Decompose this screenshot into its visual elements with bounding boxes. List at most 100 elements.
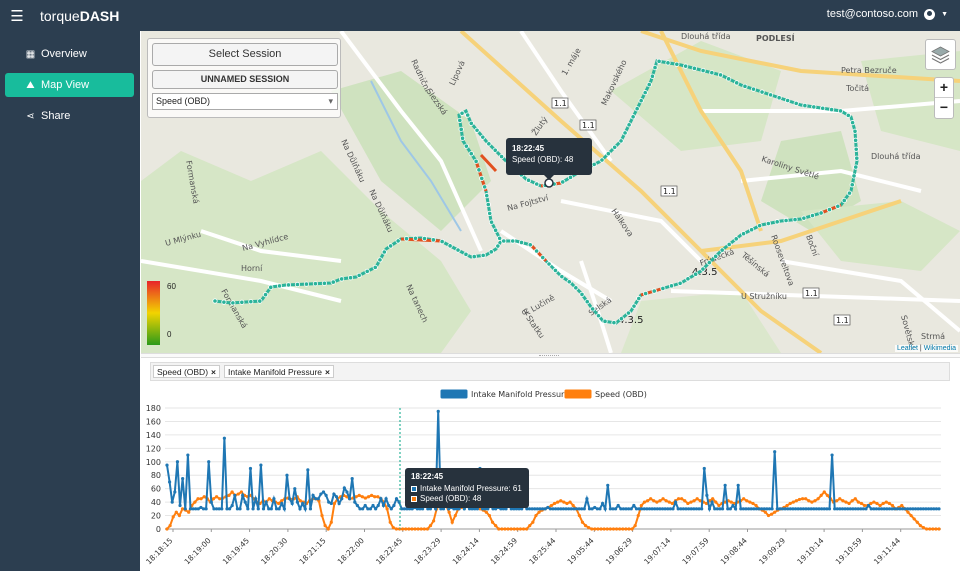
route-point[interactable] (412, 235, 419, 241)
route-point[interactable] (501, 238, 507, 244)
route-point[interactable] (668, 283, 675, 289)
route-point[interactable] (792, 216, 798, 223)
zoom-in-button[interactable]: + (935, 78, 953, 98)
route-point[interactable] (685, 276, 691, 282)
route-point[interactable] (612, 144, 618, 150)
route-point[interactable] (439, 239, 445, 245)
route-point[interactable] (488, 249, 494, 255)
route-point[interactable] (485, 201, 491, 208)
route-point[interactable] (459, 135, 466, 141)
route-point[interactable] (248, 299, 254, 305)
route-point[interactable] (599, 157, 605, 163)
route-point[interactable] (851, 173, 857, 179)
route-point[interactable] (591, 161, 597, 168)
route-point[interactable] (493, 227, 499, 233)
metric-select[interactable]: Speed (OBD) (152, 93, 338, 110)
route-point[interactable] (221, 299, 227, 305)
route-point[interactable] (510, 238, 516, 244)
legend-label[interactable]: Speed (OBD) (595, 390, 647, 399)
route-point[interactable] (339, 276, 345, 282)
route-point[interactable] (841, 197, 847, 204)
route-point[interactable] (560, 179, 566, 185)
route-point[interactable] (595, 313, 602, 319)
time-series-chart[interactable]: 0 20 40 60 80 100 120 140 160 180 18:18:15 18:19:00… (141, 384, 960, 571)
sidebar-item-share[interactable]: ⋖ Share (5, 104, 134, 128)
route-point[interactable] (706, 260, 712, 266)
route-point[interactable] (364, 268, 370, 274)
user-menu[interactable]: test@contoso.com ▼ (827, 8, 948, 20)
route-point[interactable] (212, 298, 218, 304)
route-point[interactable] (527, 242, 533, 248)
route-point[interactable] (742, 83, 748, 89)
route-point[interactable] (330, 279, 336, 285)
route-point[interactable] (488, 219, 495, 225)
route-point[interactable] (525, 177, 532, 183)
route-point[interactable] (268, 284, 274, 290)
route-point[interactable] (630, 114, 636, 120)
route-point[interactable] (474, 127, 480, 133)
route-point[interactable] (665, 60, 671, 66)
route-point[interactable] (846, 190, 853, 196)
route-point[interactable] (546, 261, 552, 267)
route-point[interactable] (852, 128, 858, 134)
route-point[interactable] (257, 298, 263, 304)
route-point[interactable] (534, 248, 540, 254)
route-point[interactable] (835, 203, 841, 209)
route-point[interactable] (497, 235, 503, 241)
route-point[interactable] (498, 153, 505, 160)
route-point[interactable] (377, 257, 383, 263)
route-point[interactable] (811, 104, 817, 110)
route-point[interactable] (495, 243, 501, 249)
route-point[interactable] (276, 283, 283, 289)
route-point[interactable] (388, 243, 394, 249)
hamburger-menu-icon[interactable]: ☰ (10, 7, 24, 25)
route-point[interactable] (854, 155, 860, 161)
route-point[interactable] (381, 249, 387, 255)
route-point[interactable] (611, 320, 617, 326)
route-point[interactable] (636, 295, 642, 302)
route-point[interactable] (713, 253, 719, 259)
brand-logo[interactable]: torqueDASH (40, 7, 120, 24)
route-point[interactable] (740, 231, 747, 237)
legend-swatch[interactable] (564, 389, 592, 399)
route-point[interactable] (403, 236, 410, 242)
route-point[interactable] (767, 92, 774, 98)
route-point[interactable] (802, 102, 808, 109)
route-point[interactable] (356, 272, 362, 279)
route-point[interactable] (757, 223, 763, 229)
route-point[interactable] (646, 81, 652, 88)
route-point[interactable] (347, 275, 354, 281)
route-point[interactable] (479, 175, 485, 181)
route-point[interactable] (643, 291, 649, 297)
route-point[interactable] (492, 147, 498, 153)
route-point[interactable] (463, 251, 469, 257)
legend-label[interactable]: Intake Manifold Pressure (471, 390, 569, 399)
route-point[interactable] (726, 241, 732, 248)
route-point[interactable] (649, 73, 656, 79)
route-point[interactable] (480, 252, 486, 258)
route-point[interactable] (651, 288, 657, 294)
route-point[interactable] (656, 58, 662, 64)
route-point[interactable] (372, 264, 378, 270)
route-point[interactable] (809, 212, 816, 219)
route-point[interactable] (294, 281, 301, 288)
route-point[interactable] (447, 243, 453, 249)
route-point[interactable] (759, 89, 765, 95)
route-point[interactable] (471, 253, 477, 260)
route-point[interactable] (853, 164, 859, 170)
route-point[interactable] (850, 120, 856, 126)
route-point[interactable] (285, 282, 292, 288)
route-point[interactable] (239, 299, 245, 305)
route-point[interactable] (709, 70, 715, 76)
route-point[interactable] (749, 227, 755, 233)
route-point[interactable] (566, 279, 572, 285)
route-point[interactable] (480, 134, 486, 140)
route-point[interactable] (230, 300, 236, 306)
route-point[interactable] (468, 120, 474, 126)
route-point[interactable] (626, 122, 632, 128)
route-point[interactable] (826, 207, 833, 213)
route-point[interactable] (618, 138, 624, 144)
route-point[interactable] (717, 72, 724, 78)
route-point[interactable] (785, 97, 791, 104)
route-point[interactable] (719, 247, 725, 253)
